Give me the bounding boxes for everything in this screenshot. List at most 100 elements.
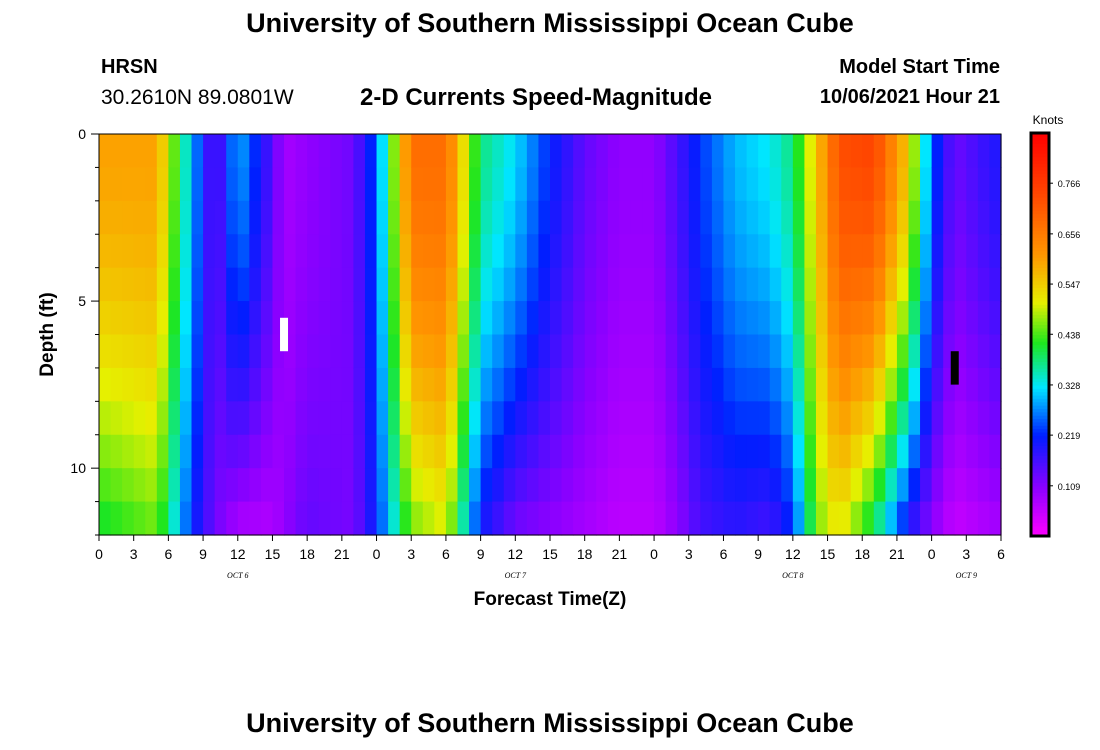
- heatmap-cell: [260, 301, 274, 336]
- heatmap-cell: [411, 200, 424, 235]
- heatmap-cell: [630, 200, 644, 235]
- heatmap-cell: [226, 167, 239, 202]
- heatmap-cell: [815, 167, 829, 202]
- colorbar-swatch: [1031, 233, 1049, 238]
- heatmap-cell: [827, 200, 840, 235]
- heatmap-cell: [179, 301, 193, 336]
- heatmap-cell: [457, 468, 470, 503]
- heatmap-cell: [388, 468, 401, 503]
- heatmap-cell: [977, 301, 991, 336]
- heatmap-cell: [399, 468, 412, 503]
- heatmap-cell: [966, 434, 979, 469]
- heatmap-cell: [550, 200, 563, 235]
- heatmap-cell: [804, 401, 817, 436]
- heatmap-cell: [99, 334, 112, 369]
- heatmap-cell: [711, 468, 725, 503]
- heatmap-cell: [492, 501, 505, 536]
- heatmap-cell: [191, 234, 204, 269]
- heatmap-cell: [457, 334, 470, 369]
- x-tick-label: 0: [95, 546, 103, 562]
- heatmap-cell: [284, 134, 297, 169]
- heatmap-cell: [711, 367, 725, 402]
- heatmap-cell: [492, 234, 505, 269]
- heatmap-cell: [399, 234, 412, 269]
- heatmap-cell: [550, 267, 563, 302]
- heatmap-cell: [469, 401, 482, 436]
- heatmap-cell: [654, 334, 667, 369]
- heatmap-cell: [307, 367, 320, 402]
- heatmap-cell: [758, 267, 771, 302]
- date-label: OCT 6: [227, 571, 248, 580]
- heatmap-cell: [827, 301, 840, 336]
- heatmap-cell: [804, 234, 817, 269]
- heatmap-cell: [110, 334, 123, 369]
- heatmap-cell: [469, 134, 482, 169]
- heatmap-cell: [110, 301, 123, 336]
- heatmap-cell: [862, 267, 875, 302]
- heatmap-cell: [353, 234, 366, 269]
- heatmap-cell: [665, 367, 678, 402]
- heatmap-cell: [943, 200, 956, 235]
- heatmap-cell: [492, 200, 505, 235]
- heatmap-cell: [700, 234, 713, 269]
- heatmap-cell: [573, 267, 586, 302]
- heatmap-cell: [295, 234, 308, 269]
- heatmap-cell: [145, 301, 158, 336]
- heatmap-cell: [654, 267, 667, 302]
- heatmap-cell: [735, 234, 748, 269]
- heatmap-cell: [480, 134, 493, 169]
- colorbar-swatch: [1031, 525, 1049, 530]
- heatmap-cell: [827, 167, 840, 202]
- heatmap-cell: [943, 434, 956, 469]
- heatmap-cell: [550, 167, 563, 202]
- heatmap-cell: [214, 334, 227, 369]
- heatmap-cell: [538, 334, 551, 369]
- heatmap-cell: [850, 200, 863, 235]
- heatmap-cell: [827, 434, 840, 469]
- heatmap-cell: [642, 134, 655, 169]
- heatmap-cell: [596, 167, 609, 202]
- heatmap-cell: [850, 401, 863, 436]
- heatmap-cell: [399, 134, 412, 169]
- heatmap-cell: [839, 301, 852, 336]
- colorbar-swatch: [1031, 435, 1049, 440]
- heatmap-cell: [538, 301, 551, 336]
- heatmap-cell: [145, 468, 158, 503]
- heatmap-cell: [827, 468, 840, 503]
- heatmap-cell: [896, 167, 910, 202]
- heatmap-cell: [492, 167, 505, 202]
- heatmap-cell: [411, 501, 424, 536]
- heatmap-cell: [607, 501, 620, 536]
- heatmap-cell: [561, 468, 574, 503]
- heatmap-cell: [110, 468, 123, 503]
- x-tick-label: 12: [785, 546, 801, 562]
- heatmap-cell: [607, 401, 620, 436]
- colorbar-swatch: [1031, 381, 1049, 386]
- heatmap-cell: [584, 301, 597, 336]
- heatmap-cell: [688, 468, 701, 503]
- heatmap-cell: [445, 334, 459, 369]
- heatmap-cell: [908, 134, 921, 169]
- heatmap-cell: [122, 501, 135, 536]
- heatmap-cell: [654, 200, 667, 235]
- current-marker: [280, 317, 289, 352]
- heatmap-cell: [815, 134, 829, 169]
- heatmap-cell: [110, 501, 123, 536]
- heatmap-cell: [214, 267, 227, 302]
- heatmap-cell: [260, 134, 274, 169]
- heatmap-cell: [873, 334, 886, 369]
- heatmap-cell: [873, 301, 886, 336]
- x-tick-label: 21: [334, 546, 350, 562]
- heatmap-cell: [584, 401, 597, 436]
- heatmap-cell: [561, 134, 574, 169]
- colorbar-swatch: [1031, 468, 1049, 473]
- heatmap-cell: [735, 501, 748, 536]
- heatmap-cell: [989, 434, 1002, 469]
- heatmap-cell: [411, 334, 424, 369]
- x-tick-label: 15: [542, 546, 558, 562]
- heatmap-cell: [307, 267, 320, 302]
- heatmap-cell: [457, 167, 470, 202]
- heatmap-cell: [330, 401, 343, 436]
- heatmap-cell: [654, 468, 667, 503]
